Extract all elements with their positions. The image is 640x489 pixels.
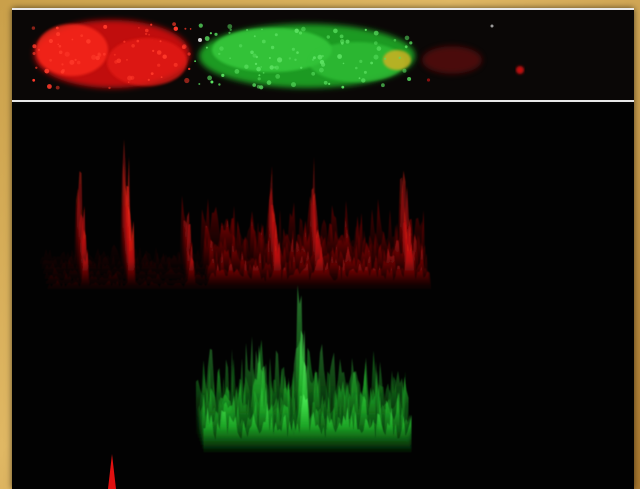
- red-intensity-profile: [40, 139, 432, 289]
- figure-panel: [12, 8, 634, 489]
- green-intensity-profile: [196, 285, 412, 453]
- surface-layer: [47, 220, 432, 289]
- speckle-dots: [31, 22, 431, 90]
- surface-layer: [203, 393, 412, 453]
- intensity-plot-canvas: [40, 139, 432, 489]
- bottom-red-spike: [108, 454, 116, 489]
- micrograph-canvas: [12, 10, 634, 100]
- surface-layer: [46, 205, 430, 284]
- surface-layer: [41, 162, 426, 269]
- intensity-plot-area: [12, 104, 634, 489]
- surface-layer: [44, 185, 429, 279]
- micrograph-strip: [12, 8, 634, 102]
